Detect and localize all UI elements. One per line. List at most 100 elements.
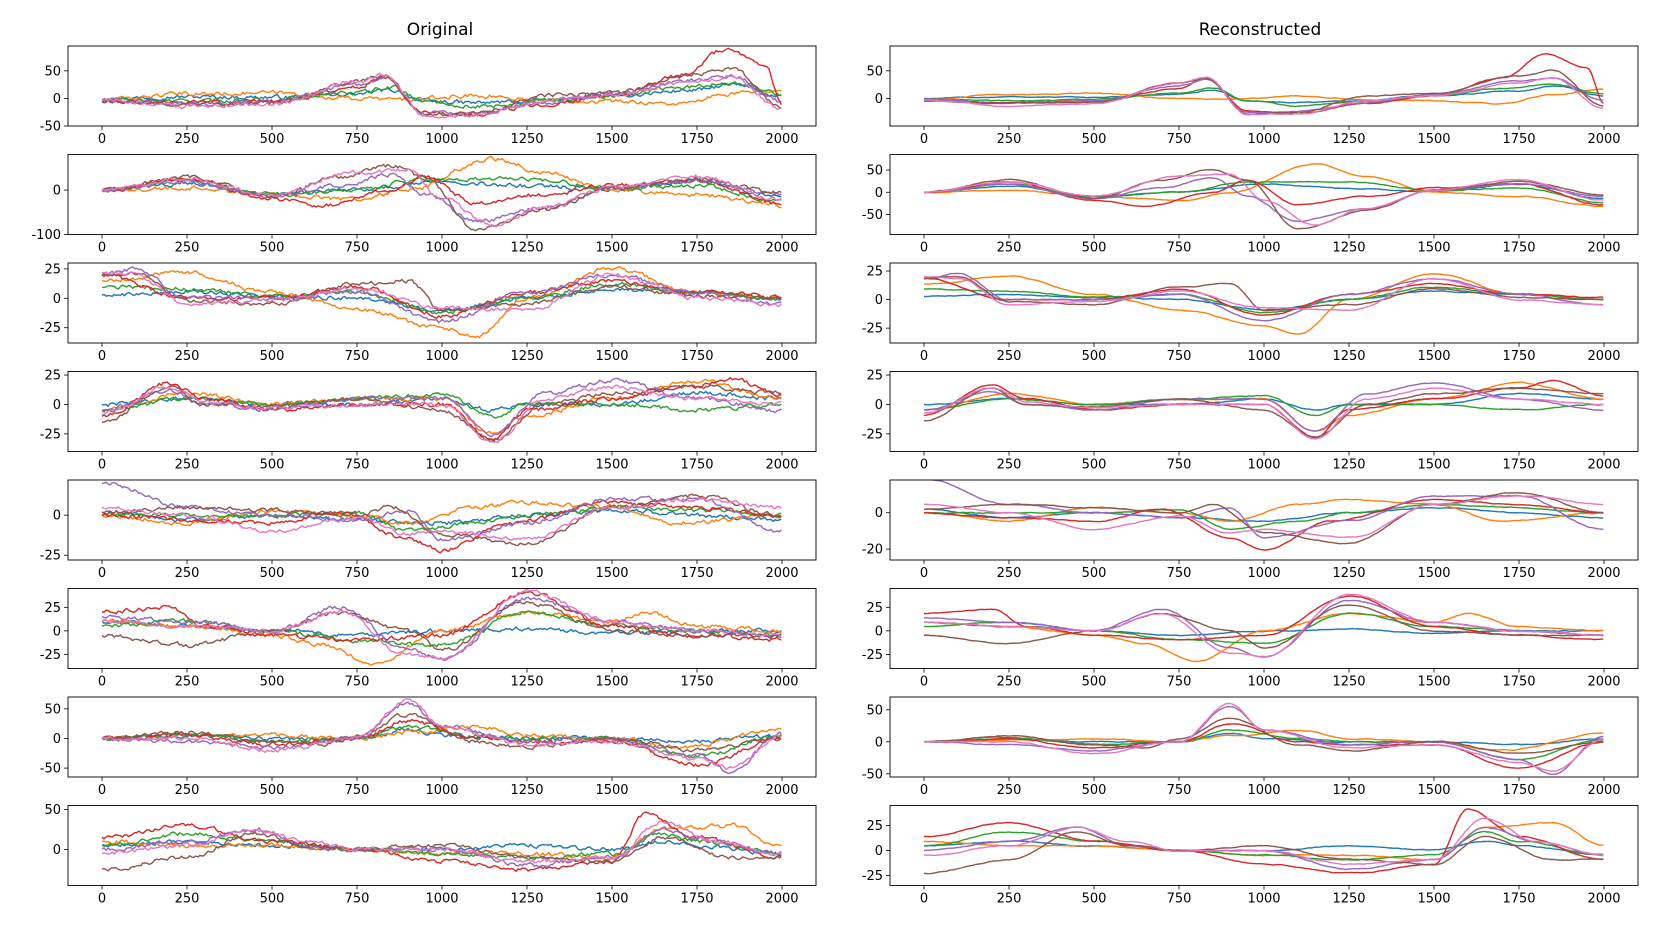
- x-tick-label: 0: [98, 892, 106, 907]
- x-tick-label: 750: [345, 132, 370, 147]
- x-tick-label: 500: [260, 892, 285, 907]
- x-tick-label: 1000: [425, 241, 458, 256]
- series-4-line: [101, 499, 782, 554]
- x-tick-label: 0: [98, 675, 106, 690]
- x-tick-label: 1000: [425, 783, 458, 798]
- series-6-line: [101, 712, 782, 753]
- y-tick-label: 0: [53, 398, 61, 413]
- series-1-line: [101, 82, 782, 105]
- x-tick-label: 1500: [595, 132, 628, 147]
- y-tick-label: -25: [40, 549, 61, 564]
- subplot-r2-c1: 0 250 500 750 1000 1250 1500 1750 2000 -100 0: [31, 154, 817, 256]
- y-tick-label: -25: [862, 869, 883, 884]
- series-7-line: [101, 588, 782, 661]
- x-tick-label: 2000: [1587, 458, 1620, 473]
- x-tick-label: 1750: [680, 566, 713, 581]
- x-tick-label: 750: [1167, 349, 1192, 364]
- x-tick-label: 2000: [765, 132, 798, 147]
- series-7-line: [923, 275, 1604, 312]
- x-tick-label: 1750: [1502, 458, 1535, 473]
- series-4-line: [101, 376, 782, 441]
- x-tick-label: 1750: [1502, 566, 1535, 581]
- x-tick-label: 1000: [1247, 241, 1280, 256]
- y-tick-label: -50: [40, 762, 61, 777]
- y-tick-label: 25: [866, 265, 883, 280]
- x-tick-label: 1000: [425, 675, 458, 690]
- series-7-line: [101, 698, 782, 771]
- x-tick-label: 1750: [1502, 675, 1535, 690]
- series-7-line: [101, 271, 782, 313]
- x-tick-label: 250: [175, 566, 200, 581]
- x-tick-label: 500: [1082, 783, 1107, 798]
- x-tick-label: 250: [997, 458, 1022, 473]
- x-tick-label: 750: [345, 566, 370, 581]
- x-tick-label: 1000: [425, 132, 458, 147]
- x-tick-label: 500: [260, 458, 285, 473]
- x-tick-label: 250: [175, 675, 200, 690]
- series-group: [923, 163, 1604, 230]
- series-5-line: [923, 272, 1604, 322]
- series-7-line: [101, 167, 782, 228]
- x-tick-label: 2000: [1587, 132, 1620, 147]
- x-tick-label: 500: [260, 566, 285, 581]
- subplot-r8-c2: 0 250 500 750 1000 1250 1500 1750 2000 -25 0 25: [862, 805, 1639, 907]
- series-3-line: [923, 286, 1604, 314]
- series-group: [923, 272, 1604, 335]
- x-tick-label: 1750: [680, 892, 713, 907]
- series-3-line: [101, 281, 782, 315]
- x-tick-label: 1500: [1417, 675, 1450, 690]
- series-2-line: [924, 612, 1604, 663]
- x-tick-label: 1750: [680, 349, 713, 364]
- series-4-line: [923, 595, 1604, 641]
- x-tick-label: 1750: [1502, 892, 1535, 907]
- subplot-r5-c2: 0 250 500 750 1000 1250 1500 1750 2000 -20 0: [862, 479, 1639, 581]
- y-tick-label: 25: [866, 819, 883, 834]
- x-tick-label: 1750: [680, 675, 713, 690]
- series-5-line: [924, 382, 1604, 432]
- x-tick-label: 750: [345, 241, 370, 256]
- series-6-line: [923, 69, 1604, 115]
- x-tick-label: 750: [1167, 566, 1192, 581]
- series-7-line: [924, 76, 1604, 116]
- x-tick-label: 750: [1167, 458, 1192, 473]
- y-tick-label: 25: [44, 262, 61, 277]
- series-3-line: [923, 394, 1604, 417]
- x-tick-label: 1000: [1247, 132, 1280, 147]
- series-7-line: [923, 593, 1604, 658]
- y-tick-label: -50: [40, 120, 61, 135]
- x-tick-label: 1500: [1417, 783, 1450, 798]
- subplot-r4-c2: 0 250 500 750 1000 1250 1500 1750 2000 -25 0 25: [862, 369, 1639, 473]
- x-tick-label: 2000: [765, 458, 798, 473]
- series-group: [101, 376, 782, 444]
- x-tick-label: 500: [1082, 349, 1107, 364]
- x-tick-label: 1250: [510, 458, 543, 473]
- series-group: [923, 480, 1604, 551]
- x-tick-label: 250: [997, 566, 1022, 581]
- x-tick-label: 0: [98, 783, 106, 798]
- axes-frame: [889, 262, 1639, 344]
- x-tick-label: 1750: [680, 458, 713, 473]
- x-tick-label: 1250: [510, 566, 543, 581]
- series-7-line: [101, 384, 782, 444]
- series-2-line: [923, 822, 1604, 861]
- x-tick-label: 1500: [1417, 458, 1450, 473]
- x-tick-label: 1500: [1417, 132, 1450, 147]
- series-group: [101, 811, 782, 873]
- x-tick-label: 1750: [1502, 349, 1535, 364]
- series-group: [923, 379, 1604, 440]
- x-tick-label: 1250: [1332, 566, 1365, 581]
- subplot-r6-c1: 0 250 500 750 1000 1250 1500 1750 2000 -25 0 25: [40, 588, 817, 690]
- series-group: [101, 265, 782, 339]
- series-group: [101, 155, 782, 232]
- x-tick-label: 1250: [510, 241, 543, 256]
- x-tick-label: 1250: [510, 349, 543, 364]
- series-6-line: [923, 604, 1604, 649]
- x-tick-label: 0: [98, 132, 106, 147]
- x-tick-label: 2000: [765, 241, 798, 256]
- axes-frame: [67, 588, 817, 669]
- x-tick-label: 500: [1082, 132, 1107, 147]
- y-tick-label: -100: [31, 228, 61, 243]
- subplot-r5-c1: 0 250 500 750 1000 1250 1500 1750 2000 -25 0: [40, 479, 817, 581]
- x-tick-label: 1000: [425, 349, 458, 364]
